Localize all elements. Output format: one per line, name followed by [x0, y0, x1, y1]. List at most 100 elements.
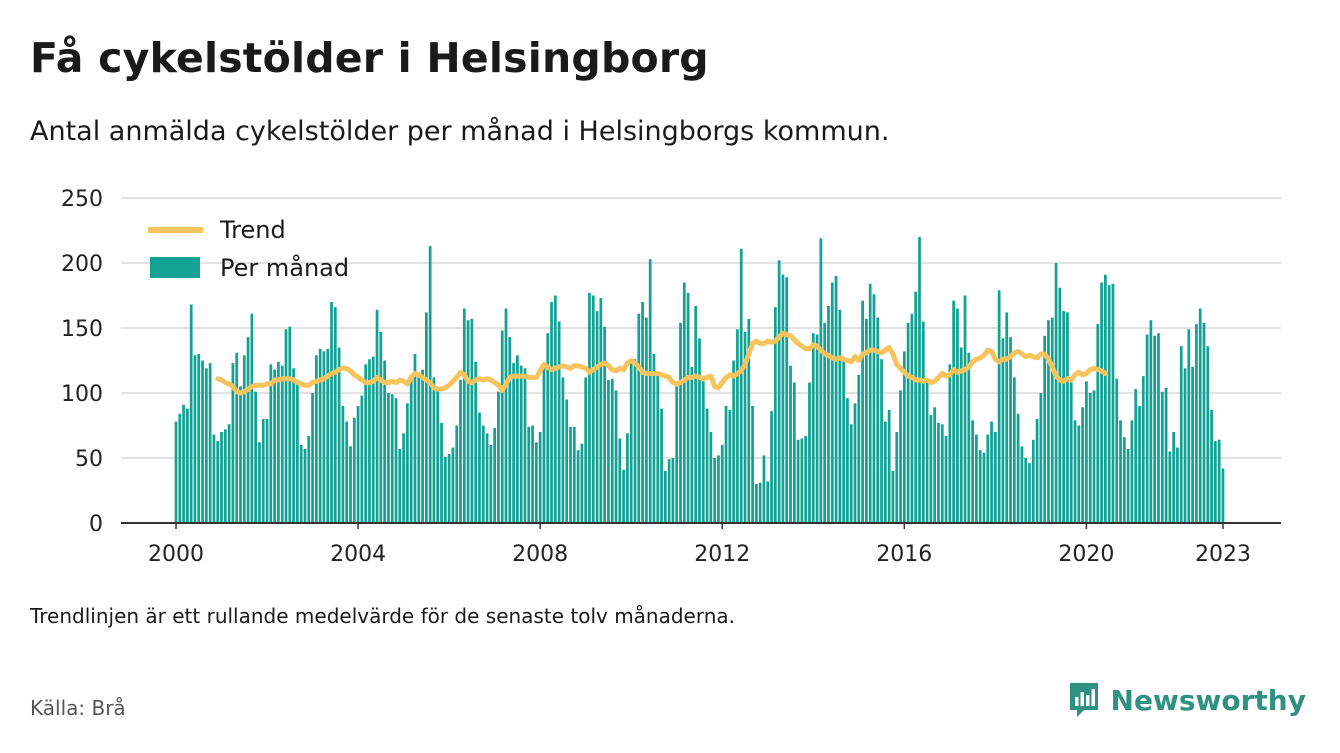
bar: [880, 359, 883, 523]
bar: [861, 300, 864, 523]
bar: [808, 382, 811, 523]
bar: [265, 419, 269, 523]
bar: [186, 408, 189, 523]
bar: [356, 406, 360, 523]
bar: [269, 364, 273, 523]
bar: [201, 360, 204, 523]
bar: [902, 351, 906, 523]
bar: [413, 354, 417, 523]
bar: [443, 456, 447, 523]
bar: [1214, 441, 1217, 523]
bar: [997, 290, 1001, 523]
bar: [569, 426, 572, 523]
bar: [785, 277, 789, 523]
bar: [1149, 320, 1153, 523]
bar: [910, 313, 914, 523]
bar: [717, 455, 720, 523]
bar: [751, 406, 754, 523]
bar: [1168, 451, 1172, 523]
x-tick-label: 2004: [330, 542, 386, 567]
bar: [645, 317, 648, 523]
bar: [542, 365, 546, 523]
bar: [1187, 329, 1191, 523]
bar: [322, 351, 326, 523]
bar: [318, 348, 322, 523]
bar: [978, 450, 982, 523]
bar: [614, 390, 618, 523]
bar: [292, 368, 295, 523]
bar: [811, 333, 815, 523]
bar: [314, 355, 318, 523]
bar: [284, 329, 288, 523]
x-axis-labels: 2000 2004 2008 2012 2016 2020 2023: [148, 523, 1251, 567]
bar: [189, 304, 193, 523]
bar: [1130, 420, 1134, 523]
bar: [557, 321, 561, 523]
bar: [1054, 263, 1058, 523]
bar: [713, 458, 717, 523]
bar: [599, 298, 603, 523]
bar: [865, 318, 868, 523]
bar: [261, 419, 265, 523]
bar: [781, 274, 785, 523]
y-tick-label: 50: [75, 447, 103, 472]
bar: [682, 282, 686, 523]
bar: [607, 380, 610, 523]
chart-title: Få cykelstölder i Helsingborg: [30, 34, 709, 82]
bar: [796, 439, 800, 523]
bar: [755, 484, 758, 523]
bar: [516, 355, 519, 523]
chart-subtitle: Antal anmälda cykelstölder per månad i H…: [30, 116, 890, 147]
bar: [565, 399, 569, 523]
bar: [857, 374, 861, 523]
bar: [481, 425, 485, 523]
bar: [982, 452, 986, 523]
bar: [553, 295, 557, 523]
bar: [341, 406, 345, 523]
bar: [887, 409, 891, 523]
bar: [800, 438, 804, 523]
source-label: Källa: Brå: [30, 696, 126, 720]
bar: [406, 403, 409, 523]
bar: [595, 311, 599, 523]
y-tick-label: 250: [61, 187, 103, 212]
bar: [834, 276, 838, 523]
bar: [766, 481, 770, 523]
bar: [660, 408, 663, 523]
bar: [690, 367, 694, 523]
bar: [792, 382, 796, 523]
bar: [736, 329, 739, 523]
bar: [1062, 311, 1065, 523]
x-tick-label: 2012: [694, 542, 750, 567]
bar: [770, 411, 773, 523]
bar: [986, 434, 990, 523]
bar: [546, 333, 550, 523]
x-tick-label: 2000: [148, 542, 204, 567]
bar: [1073, 420, 1077, 523]
bar: [242, 355, 246, 523]
brand-name: Newsworthy: [1110, 683, 1306, 717]
bar: [375, 309, 379, 523]
bar: [1210, 409, 1213, 523]
bar: [1134, 389, 1138, 523]
bar: [899, 390, 902, 523]
bar: [1035, 419, 1039, 523]
bar: [394, 398, 398, 523]
bar: [739, 248, 743, 523]
trend-series: [215, 330, 1108, 396]
bar: [223, 429, 227, 523]
bar: [925, 378, 929, 523]
bar: [527, 426, 531, 523]
bar: [1047, 320, 1050, 523]
y-tick-label: 200: [61, 252, 103, 277]
bar: [1039, 393, 1043, 523]
bar: [758, 482, 762, 523]
bar: [1176, 447, 1179, 523]
bar: [819, 238, 823, 524]
bar: [402, 433, 405, 523]
bar: [1077, 425, 1081, 523]
bar: [307, 435, 311, 523]
bar: [1100, 282, 1103, 523]
bar: [709, 432, 713, 523]
bar: [489, 445, 493, 523]
